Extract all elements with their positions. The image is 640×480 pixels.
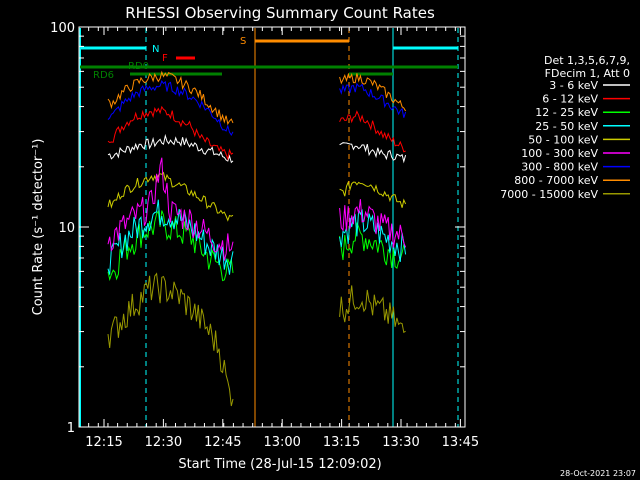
chart-title: RHESSI Observing Summary Count Rates	[125, 4, 435, 22]
series-line-1-segment-2	[339, 110, 406, 153]
series-line-3-segment-1	[107, 199, 234, 275]
legend-entry-label: 50 - 100 keV	[528, 133, 598, 146]
series-line-4-segment-2	[339, 180, 407, 208]
rd6-flag-label: RD6	[93, 70, 114, 81]
x-tick-label: 13:45	[442, 435, 479, 450]
x-tick-label: 13:30	[382, 435, 419, 450]
legend-entry-label: 25 - 50 keV	[535, 120, 598, 133]
x-tick-label: 13:15	[323, 435, 360, 450]
night-flag-label: N	[152, 44, 159, 55]
legend-entry-label: 12 - 25 keV	[535, 106, 598, 119]
y-axis-label: Count Rate (s⁻¹ detector⁻¹)	[31, 139, 46, 316]
legend-entry-label: 7000 - 15000 keV	[500, 188, 598, 201]
legend-entry-label: 6 - 12 keV	[542, 93, 598, 106]
series-line-7-segment-1	[107, 70, 234, 126]
series-line-0-segment-1	[107, 133, 234, 164]
y-tick-label: 1	[67, 421, 75, 436]
series-line-6-segment-1	[107, 80, 234, 136]
x-tick-label: 12:45	[204, 435, 241, 450]
series-line-1-segment-1	[107, 105, 234, 161]
legend-header-line: Det 1,3,5,6,7,9,	[544, 54, 630, 67]
series-line-2-segment-1	[107, 209, 234, 282]
y-tick-label: 10	[58, 221, 75, 236]
legend-entry-label: 3 - 6 keV	[549, 79, 598, 92]
series-line-7-segment-2	[339, 73, 407, 112]
series-line-6-segment-2	[339, 82, 407, 118]
footer-date: 28-Oct-2021 23:07	[560, 469, 636, 478]
legend-entry-label: 800 - 7000 keV	[514, 174, 598, 187]
legend-entry-label: 300 - 800 keV	[521, 161, 598, 174]
x-tick-label: 13:00	[263, 435, 300, 450]
series-line-8-segment-1	[107, 272, 234, 407]
x-axis-label: Start Time (28-Jul-15 12:09:02)	[178, 457, 381, 472]
series-line-4-segment-1	[107, 171, 234, 222]
series-line-2-segment-2	[339, 222, 406, 269]
legend-header-line: FDecim 1, Att 0	[545, 67, 630, 80]
saa-flag-label: S	[240, 36, 246, 47]
series-line-0-segment-2	[339, 142, 407, 164]
x-tick-label: 12:15	[85, 435, 122, 450]
x-tick-label: 12:30	[145, 435, 182, 450]
flare-flag-label: F	[162, 53, 168, 64]
series-line-5-segment-1	[107, 157, 234, 261]
series-line-5-segment-2	[339, 199, 407, 248]
y-tick-label: 100	[50, 21, 75, 36]
plot-frame	[78, 26, 466, 428]
legend-entry-label: 100 - 300 keV	[521, 147, 598, 160]
series-line-8-segment-2	[339, 285, 406, 334]
rd0-flag-label: RD0	[128, 61, 149, 72]
